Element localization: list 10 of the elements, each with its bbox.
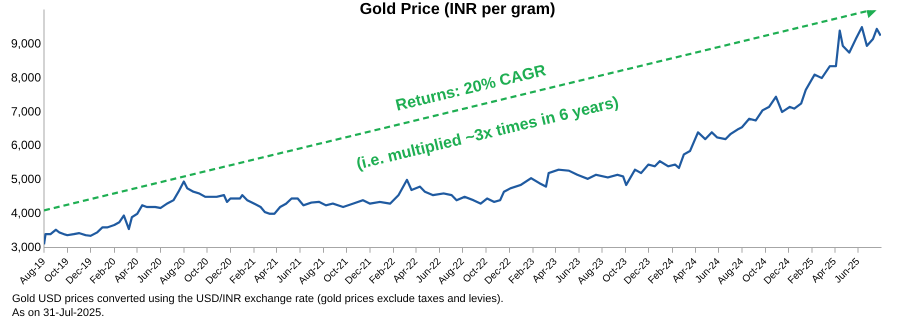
y-tick-label: 3,000: [11, 240, 42, 254]
y-tick-label: 6,000: [11, 138, 42, 152]
chart-title: Gold Price (INR per gram): [358, 1, 556, 19]
text: As on 31-Jul-2025.: [12, 306, 106, 320]
y-tick-label: 5,000: [11, 172, 42, 186]
y-tick-label: 9,000: [11, 36, 42, 50]
text: Gold USD prices converted using the USD/INR exchange rate (gold prices exclude taxes and levies).: [12, 292, 505, 306]
y-tick-label: 8,000: [11, 70, 42, 84]
y-tick-label: 4,000: [11, 206, 42, 220]
y-tick-label: 7,000: [11, 104, 42, 118]
